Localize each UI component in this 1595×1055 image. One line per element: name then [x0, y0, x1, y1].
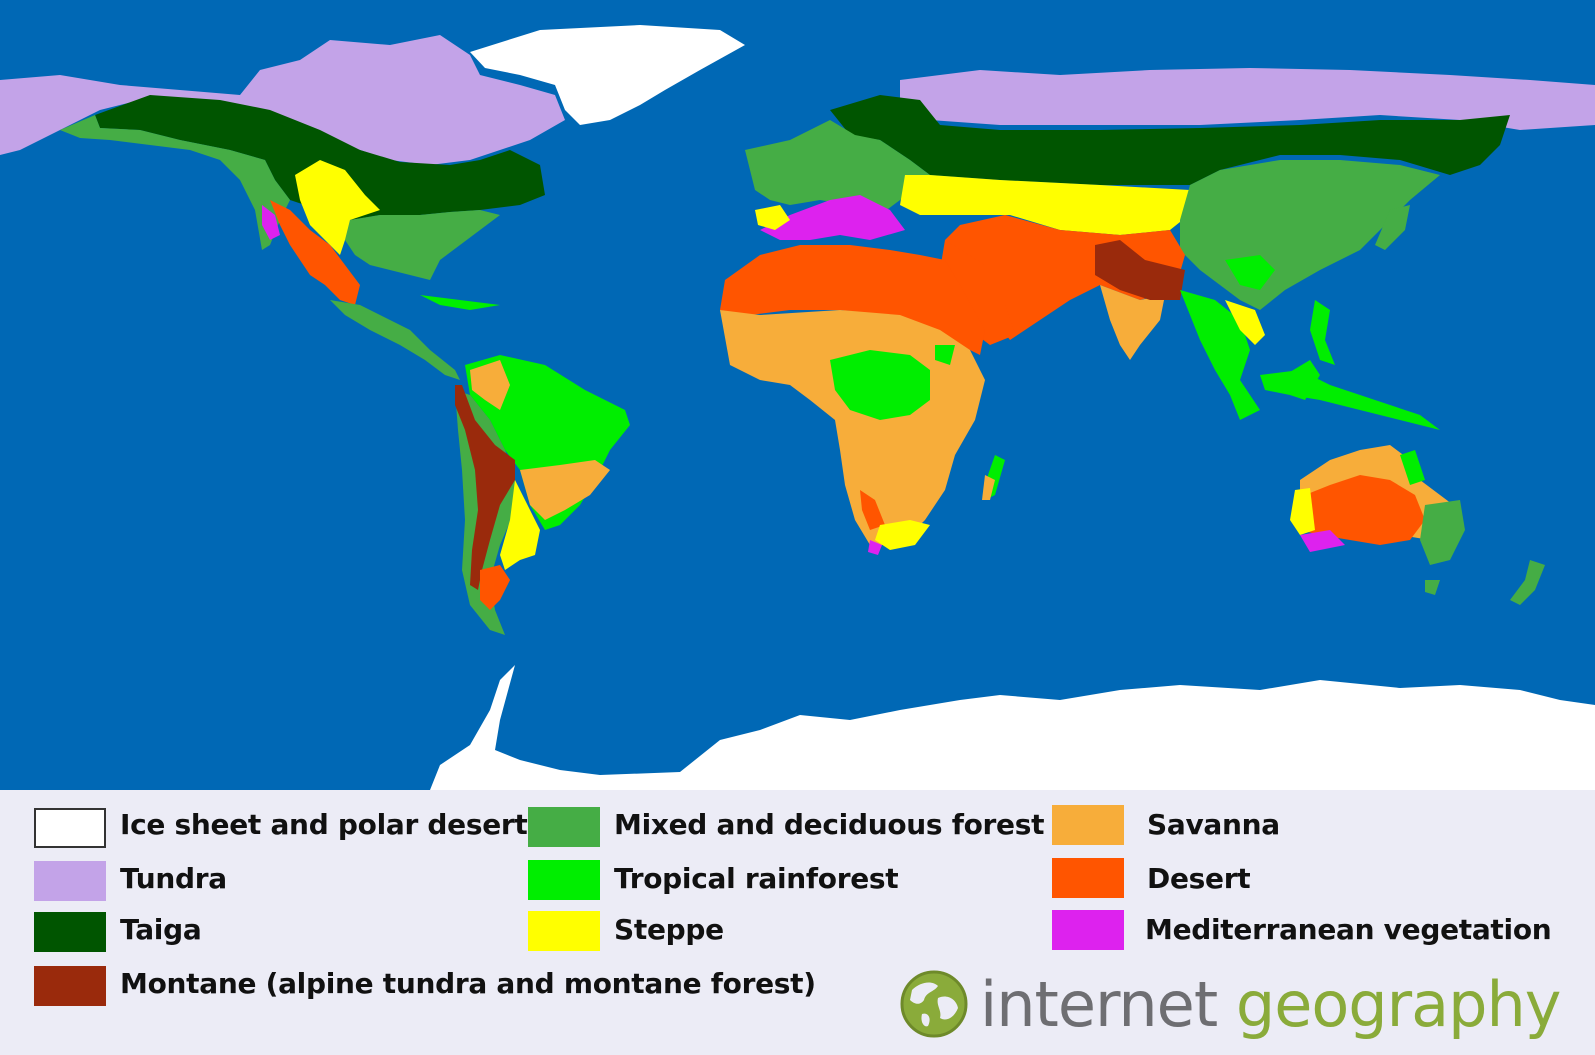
legend-swatch-steppe [528, 911, 600, 951]
legend-label-ice: Ice sheet and polar desert [120, 808, 528, 841]
arabia-desert [940, 240, 1015, 345]
se-asia-steppe [1225, 300, 1265, 345]
australia-rainforest [1400, 450, 1425, 485]
legend-swatch-mediterranean [1052, 910, 1124, 950]
legend-item-steppe [528, 911, 600, 951]
legend-label-steppe: Steppe [614, 913, 724, 946]
tasmania [1425, 580, 1440, 595]
legend-item-montane [34, 966, 106, 1006]
brand-word-internet: internet [980, 968, 1218, 1041]
mediterranean-na [262, 205, 280, 240]
antarctica-ice [430, 665, 1595, 790]
australia-med [1300, 530, 1345, 552]
legend-label-rainforest: Tropical rainforest [614, 862, 899, 895]
desert-na [270, 200, 360, 305]
arctic-tundra-na [0, 35, 565, 165]
africa-steppe-s [875, 520, 930, 550]
legend-label-taiga: Taiga [120, 913, 202, 946]
south-america-steppe [500, 480, 540, 570]
legend-label-montane: Montane (alpine tundra and montane fores… [120, 967, 816, 1000]
legend-swatch-desert [1052, 858, 1124, 898]
legend-label-mixed: Mixed and deciduous forest [614, 808, 1045, 841]
legend: Ice sheet and polar desert Tundra Taiga … [0, 790, 1595, 1055]
legend-label-savanna: Savanna [1147, 808, 1280, 841]
central-america [330, 300, 460, 380]
iberia-steppe [755, 205, 790, 230]
greenland-ice [470, 25, 745, 125]
legend-item-mediterranean [1052, 910, 1124, 950]
legend-swatch-savanna [1052, 805, 1124, 845]
madagascar-savanna [982, 475, 995, 500]
legend-item-taiga [34, 912, 106, 952]
india-savanna [1100, 285, 1165, 360]
taiga-na [95, 95, 545, 220]
africa-desert [720, 245, 985, 355]
legend-item-rainforest [528, 860, 600, 900]
legend-item-ice [34, 808, 106, 848]
legend-item-tundra [34, 861, 106, 901]
legend-item-desert [1052, 858, 1124, 898]
australia-desert [1300, 475, 1425, 545]
legend-label-desert: Desert [1147, 862, 1251, 895]
caribbean [420, 295, 500, 310]
legend-item-savanna [1052, 805, 1124, 845]
mediterranean-europe [760, 195, 905, 240]
mixed-europe [745, 120, 930, 215]
steppe-na [295, 160, 380, 255]
steppe-eurasia [900, 175, 1195, 235]
eurasia-taiga [830, 95, 1510, 185]
legend-swatch-mixed [528, 807, 600, 847]
south-america-montane [455, 385, 515, 590]
africa-rainforest-e [935, 345, 955, 365]
legend-label-mediterranean: Mediterranean vegetation [1145, 913, 1552, 946]
south-america-savanna-se [520, 460, 610, 520]
brand-logo: internet geography [898, 968, 1588, 1048]
south-america-desert [480, 565, 510, 610]
australia-steppe [1290, 488, 1315, 535]
legend-swatch-montane [34, 966, 106, 1006]
australia-mixed [1420, 500, 1465, 565]
africa-rainforest [830, 350, 930, 420]
legend-item-mixed [528, 807, 600, 847]
brand-word-geography: geography [1235, 968, 1562, 1041]
world-biome-map [0, 0, 1595, 790]
legend-swatch-ice [34, 808, 106, 848]
himalaya-montane [1095, 240, 1185, 300]
legend-swatch-rainforest [528, 860, 600, 900]
globe-icon [900, 970, 968, 1038]
mixed-na-west [60, 115, 290, 250]
legend-swatch-taiga [34, 912, 106, 952]
legend-label-tundra: Tundra [120, 862, 227, 895]
mixed-na-east [345, 210, 500, 280]
china-rainforest [1225, 255, 1275, 290]
africa-med-s [868, 540, 882, 555]
brand-wordmark: internet geography [980, 968, 1562, 1041]
japan-mixed [1375, 205, 1410, 250]
borneo [1285, 360, 1320, 400]
new-zealand [1510, 560, 1545, 605]
legend-swatch-tundra [34, 861, 106, 901]
philippines [1310, 300, 1335, 365]
eurasia-tundra [900, 68, 1595, 130]
south-america-savanna [470, 360, 510, 410]
africa-desert-sw [860, 490, 885, 530]
